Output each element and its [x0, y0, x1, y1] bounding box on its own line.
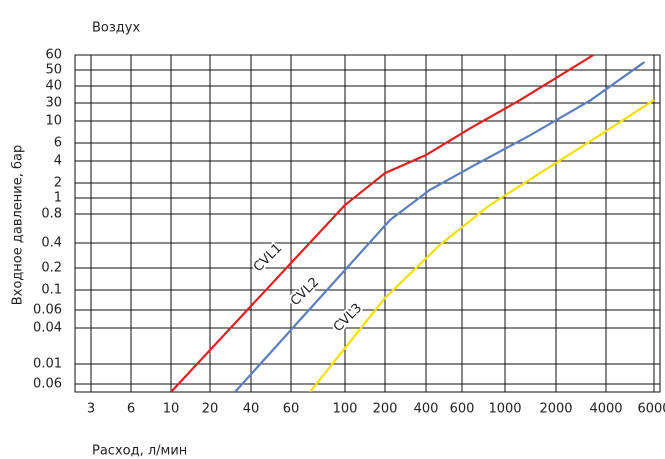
y-tick-label: 0.04: [33, 321, 62, 336]
y-tick-label: 10: [45, 114, 62, 129]
x-tick-label: 200: [373, 402, 398, 417]
chart-title: Воздух: [92, 21, 140, 36]
series-line: [309, 99, 655, 392]
y-tick-label: 0.1: [41, 283, 62, 298]
x-tick-label: 6: [127, 402, 135, 417]
series-line: [234, 61, 646, 392]
x-tick-label: 100: [333, 402, 358, 417]
y-tick-label: 4: [54, 154, 62, 169]
x-axis-label: Расход, л/мин: [92, 444, 187, 459]
x-tick-label: 40: [243, 402, 260, 417]
x-tick-label: 1000: [488, 402, 521, 417]
y-tick-label: 2: [54, 176, 62, 191]
y-tick-label: 1: [54, 191, 62, 206]
y-tick-label: 0.06: [33, 303, 62, 318]
x-tick-label: 60: [283, 402, 300, 417]
x-tick-label: 10: [163, 402, 180, 417]
y-tick-label: 0.01: [33, 357, 62, 372]
x-tick-label: 2000: [539, 402, 572, 417]
y-tick-label: 60: [45, 48, 62, 63]
y-tick-label: 0.8: [41, 207, 62, 222]
x-tick-label: 3: [87, 402, 95, 417]
x-tick-label: 600: [450, 402, 475, 417]
x-tick-label: 6000: [637, 402, 665, 417]
plot-frame: [74, 54, 661, 393]
y-tick-label: 0.06: [33, 377, 62, 392]
x-tick-label: 20: [202, 402, 219, 417]
y-tick-label: 0.2: [41, 261, 62, 276]
y-axis-label: Входное давление, бар: [11, 145, 26, 306]
x-tick-label: 4000: [589, 402, 622, 417]
y-tick-label: 40: [45, 79, 62, 94]
y-tick-label: 50: [45, 63, 62, 78]
series-label: CVL1: [251, 241, 285, 275]
y-tick-label: 30: [45, 96, 62, 111]
y-tick-label: 6: [54, 136, 62, 151]
y-tick-label: 0.4: [41, 236, 62, 251]
x-tick-label: 400: [414, 402, 439, 417]
series-label: CVL2: [288, 275, 322, 309]
series-line: [170, 55, 595, 392]
